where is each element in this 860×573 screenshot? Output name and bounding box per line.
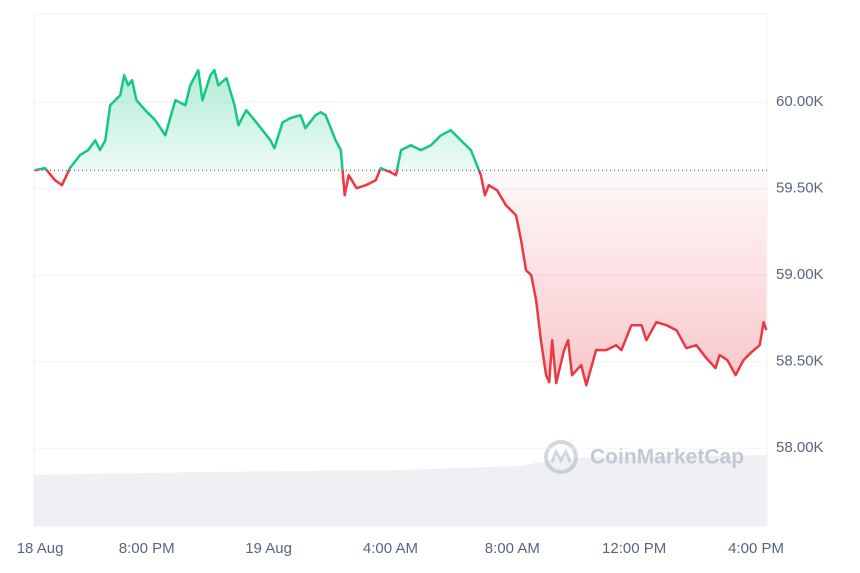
y-tick-label: 58.00K bbox=[776, 439, 824, 456]
price-line bbox=[34, 68, 768, 387]
volume-backdrop bbox=[34, 455, 767, 526]
x-tick-label: 8:00 AM bbox=[485, 540, 540, 557]
grid-layer: 58.00K 58.50K 59.00K 59.50K 60.00K 18 Aug 8:00… bbox=[17, 93, 824, 557]
y-tick-label: 59.00K bbox=[776, 266, 824, 283]
price-area bbox=[34, 70, 767, 386]
x-tick-label: 12:00 PM bbox=[602, 540, 666, 557]
x-tick-label: 8:00 PM bbox=[119, 540, 175, 557]
x-tick-label: 4:00 AM bbox=[363, 540, 418, 557]
x-tick-label: 4:00 PM bbox=[728, 540, 784, 557]
y-tick-label: 59.50K bbox=[776, 180, 824, 197]
x-tick-label: 19 Aug bbox=[245, 540, 292, 557]
y-tick-label: 58.50K bbox=[776, 353, 824, 370]
watermark: CoinMarketCap bbox=[590, 446, 744, 469]
plot-layer bbox=[34, 68, 768, 387]
watermark-logo bbox=[544, 440, 578, 474]
x-tick-label: 18 Aug bbox=[17, 540, 64, 557]
y-tick-label: 60.00K bbox=[776, 93, 824, 110]
